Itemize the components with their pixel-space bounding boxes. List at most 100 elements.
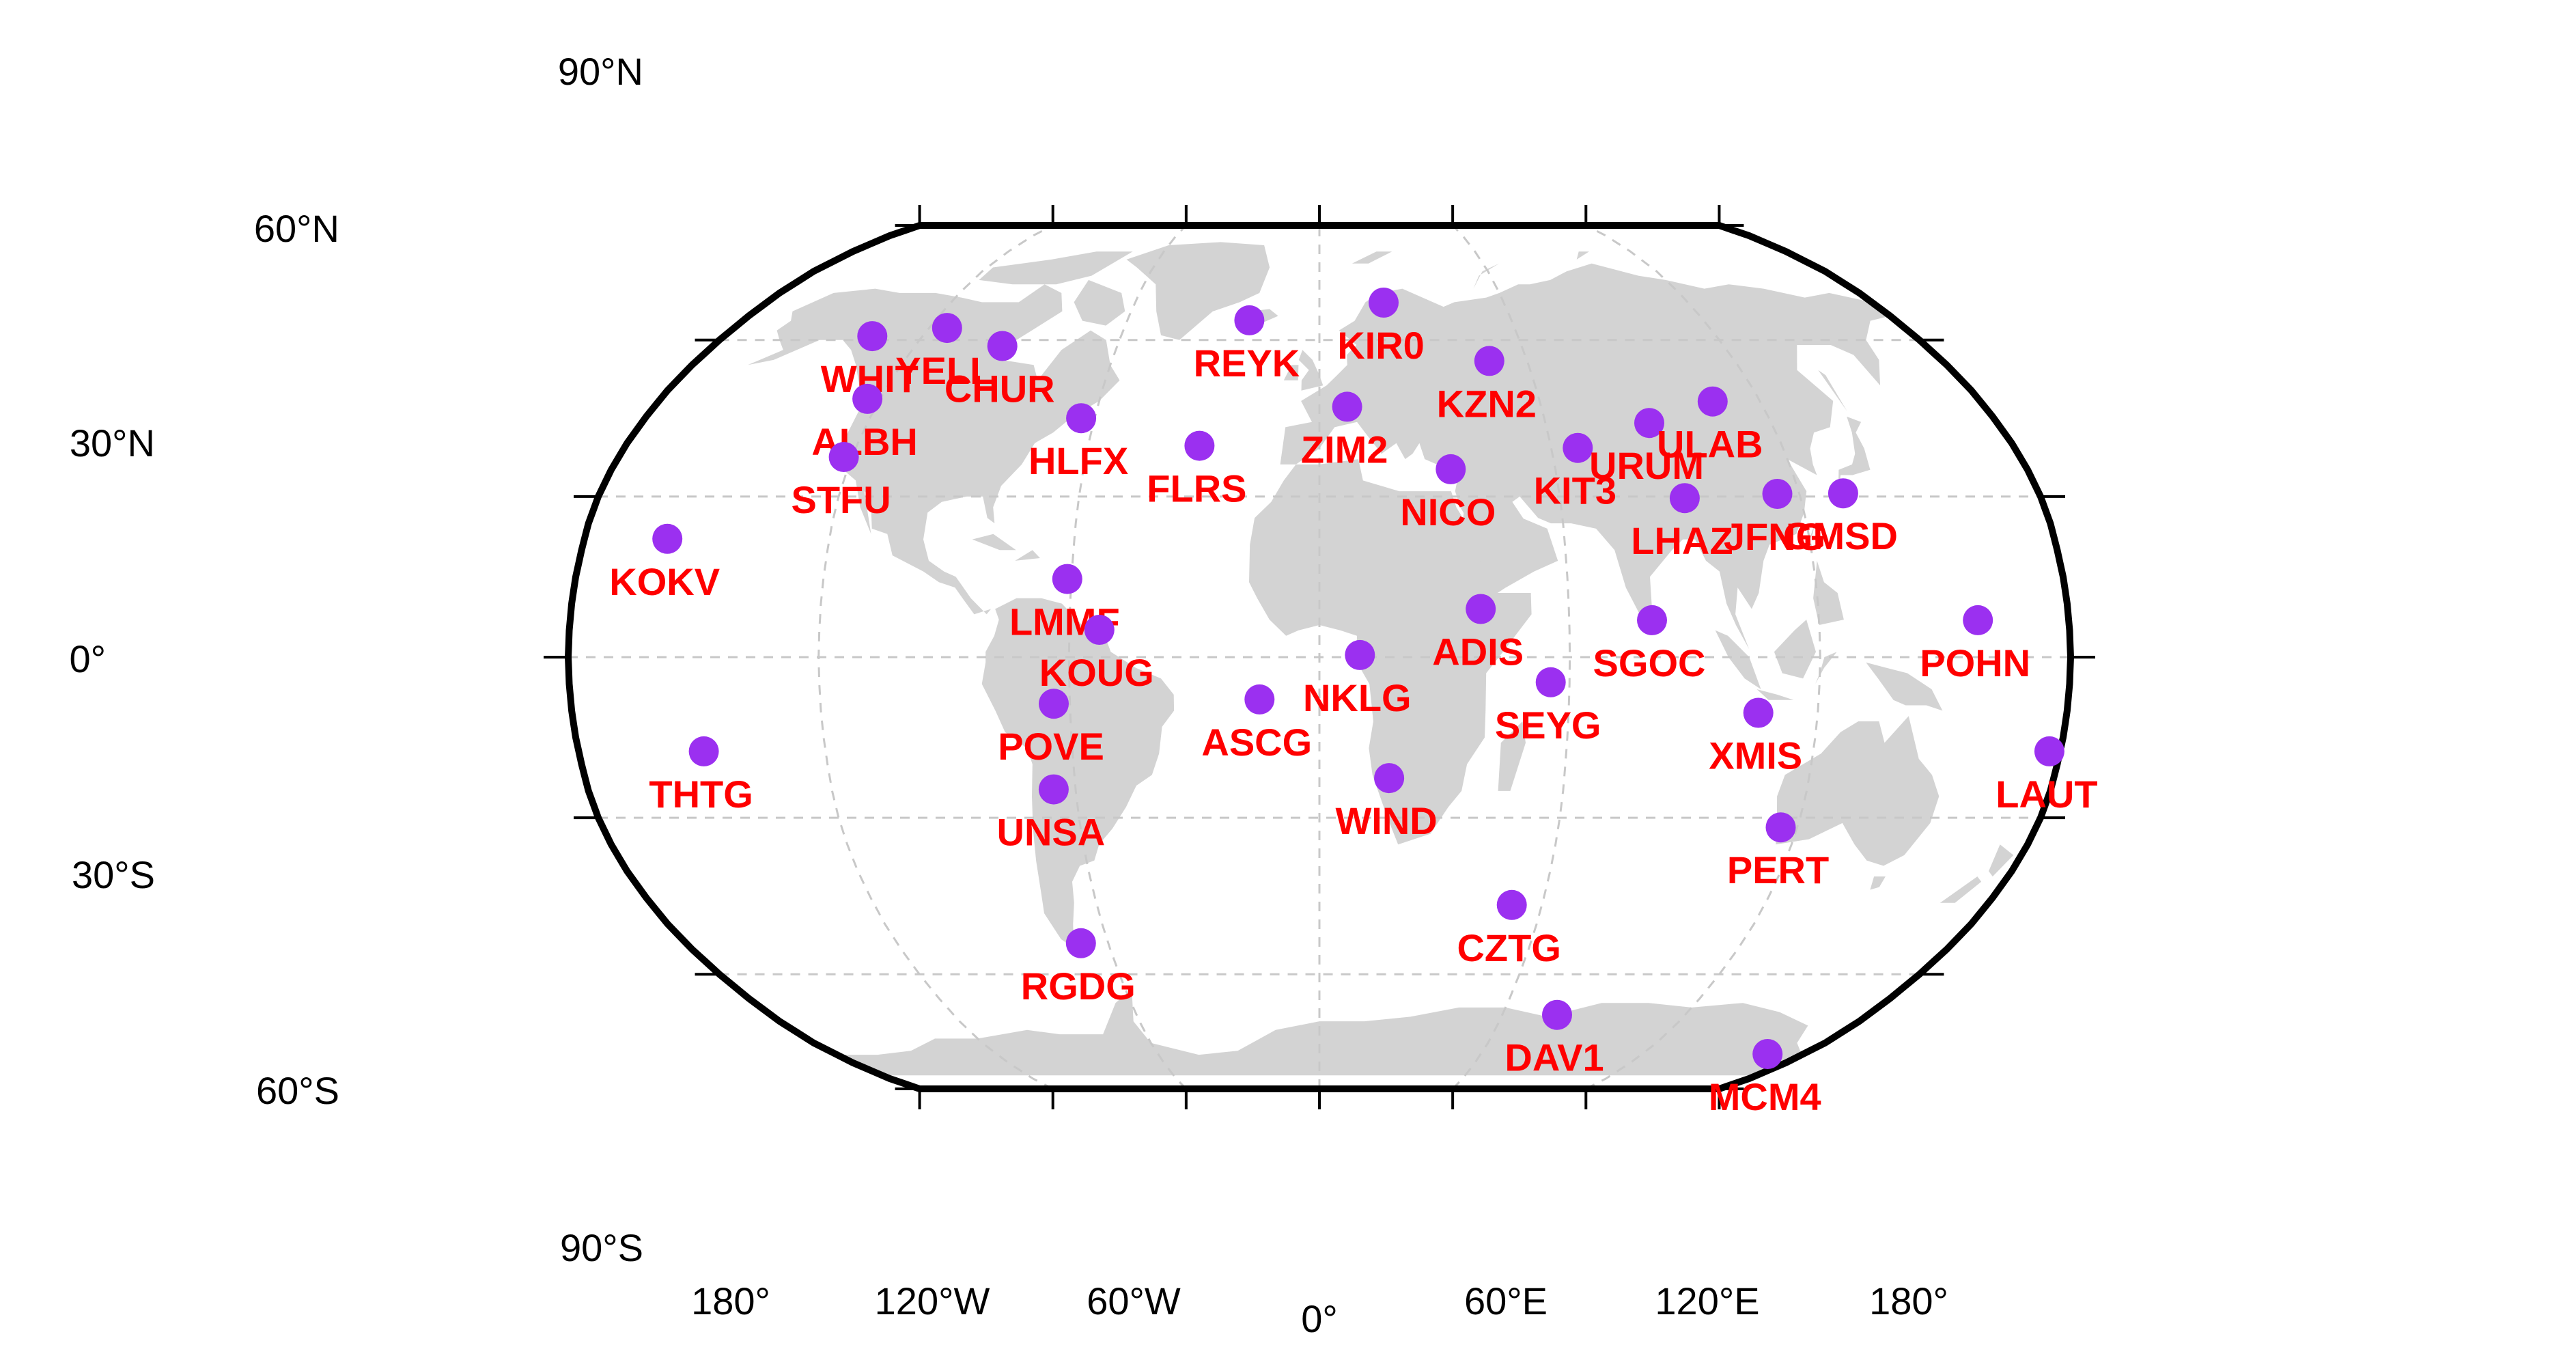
station-marker bbox=[1374, 763, 1405, 794]
station-hlfx: HLFX bbox=[1028, 403, 1128, 482]
longitude-labels: 180° 120°W 60°W 0° 60°E 120°E 180° bbox=[691, 1279, 1948, 1340]
station-label: CHUR bbox=[944, 368, 1055, 411]
station-marker bbox=[1669, 483, 1700, 514]
station-label: MCM4 bbox=[1709, 1075, 1821, 1118]
station-marker bbox=[1234, 305, 1265, 335]
station-marker bbox=[828, 442, 859, 472]
station-label: ZIM2 bbox=[1301, 428, 1388, 471]
station-laut: LAUT bbox=[1996, 736, 2098, 816]
land-greenland bbox=[1126, 242, 1270, 340]
lat-label-30s: 30°S bbox=[72, 853, 155, 896]
station-label: KZN2 bbox=[1437, 382, 1537, 425]
station-reyk: REYK bbox=[1194, 305, 1300, 385]
station-label: PERT bbox=[1727, 848, 1829, 891]
station-label: FLRS bbox=[1147, 467, 1246, 510]
lon-label-60e: 60°E bbox=[1464, 1279, 1548, 1322]
station-nklg: NKLG bbox=[1303, 639, 1412, 719]
station-label: STFU bbox=[791, 478, 891, 521]
land-java bbox=[1756, 689, 1794, 700]
lat-label-90n: 90°N bbox=[558, 50, 643, 93]
station-label: ALBH bbox=[811, 420, 918, 463]
land-sulawesi bbox=[1815, 652, 1837, 684]
station-koug: KOUG bbox=[1039, 615, 1154, 694]
station-marker bbox=[1436, 454, 1466, 484]
station-ascg: ASCG bbox=[1201, 684, 1312, 764]
station-marker bbox=[1345, 639, 1375, 670]
station-marker bbox=[1963, 605, 1993, 635]
station-label: DAV1 bbox=[1504, 1036, 1604, 1079]
station-urum: URUM bbox=[1589, 408, 1704, 487]
station-yell: YELL bbox=[895, 313, 993, 392]
station-marker bbox=[987, 331, 1018, 361]
land-cuba bbox=[972, 534, 1016, 551]
lon-label-60w: 60°W bbox=[1087, 1279, 1181, 1322]
station-label: ADIS bbox=[1432, 630, 1524, 674]
land-new-zealand-s bbox=[1940, 876, 1982, 903]
station-marker bbox=[1474, 346, 1504, 376]
land-north-america bbox=[748, 284, 1120, 615]
land-madagascar bbox=[1498, 721, 1526, 791]
land-south-america bbox=[981, 598, 1175, 950]
station-label: KOKV bbox=[609, 560, 720, 603]
station-marker bbox=[1752, 1039, 1783, 1069]
station-marker bbox=[1828, 478, 1858, 509]
station-label: THTG bbox=[649, 773, 753, 816]
axis-ticks bbox=[544, 205, 2095, 1109]
station-cztg: CZTG bbox=[1457, 889, 1561, 969]
station-thtg: THTG bbox=[649, 736, 753, 816]
station-pert: PERT bbox=[1727, 812, 1829, 891]
land-borneo bbox=[1774, 620, 1816, 679]
station-marker bbox=[1052, 564, 1082, 594]
station-label: KOUG bbox=[1039, 651, 1154, 694]
station-sgoc: SGOC bbox=[1593, 605, 1706, 684]
meridian-line bbox=[1452, 225, 1571, 1089]
station-rgdg: RGDG bbox=[1021, 928, 1136, 1008]
station-label: CZTG bbox=[1457, 926, 1560, 969]
station-marker bbox=[1038, 774, 1069, 805]
station-wind: WIND bbox=[1335, 763, 1438, 842]
station-pohn: POHN bbox=[1920, 605, 2030, 684]
land-britain bbox=[1298, 350, 1324, 391]
meridian-line bbox=[817, 225, 1054, 1089]
station-label: REYK bbox=[1194, 342, 1300, 385]
station-label: ULAB bbox=[1657, 423, 1763, 466]
land-tasmania bbox=[1870, 876, 1886, 890]
station-adis: ADIS bbox=[1432, 594, 1524, 674]
station-label: NICO bbox=[1400, 490, 1496, 534]
station-marker bbox=[2034, 736, 2064, 766]
lon-label-180w: 180° bbox=[691, 1279, 770, 1322]
land-arabia-peninsula bbox=[1461, 486, 1558, 593]
land-kamchatka bbox=[1856, 340, 1881, 386]
station-whit: WHIT bbox=[821, 321, 919, 400]
station-marker bbox=[1637, 605, 1667, 635]
station-marker bbox=[1184, 430, 1215, 461]
land-new-guinea bbox=[1866, 662, 1943, 711]
land-svalbard bbox=[1352, 251, 1392, 264]
lon-label-180e: 180° bbox=[1869, 1279, 1948, 1322]
station-marker bbox=[1466, 594, 1496, 624]
station-marker bbox=[688, 736, 719, 766]
land-severnaya bbox=[1576, 251, 1589, 260]
lon-label-120e: 120°E bbox=[1655, 1279, 1759, 1322]
station-label: SGOC bbox=[1593, 641, 1706, 684]
land-arctic-islands bbox=[979, 251, 1133, 285]
station-label: POVE bbox=[998, 725, 1104, 768]
station-marker bbox=[1765, 812, 1796, 843]
station-ulab: ULAB bbox=[1657, 386, 1763, 466]
station-lhaz: LHAZ bbox=[1631, 483, 1733, 562]
land-japan bbox=[1838, 416, 1871, 492]
station-marker bbox=[1762, 479, 1793, 509]
land-ireland bbox=[1283, 365, 1299, 380]
station-jfng: JFNG bbox=[1724, 479, 1825, 558]
station-marker bbox=[1065, 928, 1096, 958]
station-marker bbox=[852, 383, 883, 414]
station-kokv: KOKV bbox=[609, 523, 720, 603]
station-label: KIR0 bbox=[1337, 324, 1425, 367]
land-baffin bbox=[1074, 279, 1125, 326]
station-marker bbox=[1244, 684, 1275, 715]
station-kzn2: KZN2 bbox=[1437, 346, 1537, 425]
station-mcm4: MCM4 bbox=[1709, 1039, 1821, 1118]
station-marker bbox=[1535, 667, 1566, 697]
